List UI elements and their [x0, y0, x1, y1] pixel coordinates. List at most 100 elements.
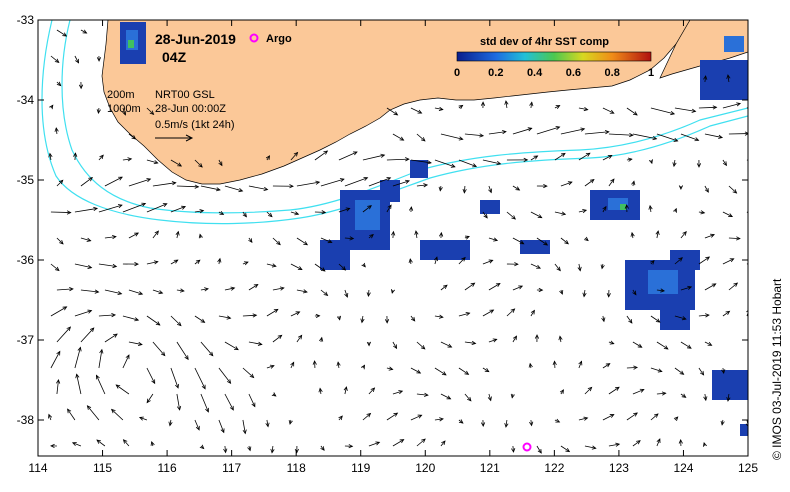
- scale-label: 0.5m/s (1kt 24h): [155, 119, 234, 131]
- current-vector-head: [302, 289, 308, 294]
- current-vector-head: [217, 257, 222, 263]
- current-vector-head: [267, 212, 273, 218]
- current-vector: [338, 208, 350, 213]
- current-vector: [368, 289, 370, 297]
- current-vector-head: [151, 379, 156, 385]
- current-vector: [176, 231, 179, 239]
- current-vector-head: [696, 163, 702, 168]
- current-vector-head: [399, 136, 405, 141]
- colorbar-tick-label: 0.4: [527, 67, 543, 79]
- current-vector: [272, 334, 282, 343]
- current-vector-head: [736, 236, 741, 241]
- current-vector: [512, 285, 523, 291]
- current-vector-head: [627, 157, 633, 162]
- product-label: NRT00 GSL: [155, 89, 215, 101]
- current-vector-head: [577, 266, 582, 272]
- current-vector: [440, 133, 463, 140]
- current-vector-head: [686, 344, 692, 349]
- current-vector-head: [122, 439, 128, 444]
- current-vector-head: [363, 176, 369, 181]
- current-vector-head: [538, 287, 544, 293]
- current-vector-head: [153, 160, 159, 165]
- current-vector: [530, 263, 541, 269]
- current-vector-head: [703, 75, 708, 80]
- current-vector: [56, 379, 59, 395]
- current-vector: [416, 438, 426, 447]
- plot-frame: [37, 19, 749, 457]
- current-vector-head: [160, 351, 166, 357]
- current-vector-head: [138, 416, 144, 421]
- x-tick-label: 118: [287, 461, 306, 475]
- current-vector: [200, 288, 209, 291]
- current-vector-head: [243, 261, 249, 266]
- current-vector: [368, 441, 380, 447]
- current-vector: [650, 413, 659, 421]
- current-vector-head: [115, 384, 121, 389]
- current-vector-head: [71, 442, 77, 446]
- current-vector-head: [510, 308, 516, 313]
- current-vector-head: [199, 209, 205, 214]
- current-vector: [56, 180, 64, 187]
- current-vector-head: [269, 364, 275, 369]
- current-vector-head: [732, 189, 738, 194]
- current-vector: [194, 210, 204, 213]
- current-vector: [578, 417, 588, 421]
- current-vector: [248, 393, 256, 407]
- current-vector-head: [604, 130, 610, 135]
- current-vector: [727, 74, 730, 83]
- current-vector-head: [265, 422, 270, 428]
- current-vector-head: [253, 284, 259, 289]
- current-vector-head: [219, 210, 225, 215]
- current-vector-head: [543, 241, 549, 246]
- current-vector-head: [472, 163, 478, 168]
- current-vector: [602, 155, 612, 161]
- current-vector: [704, 341, 712, 346]
- current-vector-head: [247, 446, 252, 452]
- current-vector: [458, 312, 470, 317]
- current-vector: [122, 107, 126, 116]
- current-vector-head: [555, 418, 561, 423]
- current-vectors: [48, 29, 755, 454]
- current-vector-head: [438, 231, 444, 237]
- current-vector-head: [751, 159, 755, 162]
- current-vector-head: [615, 442, 621, 447]
- current-vector: [80, 29, 87, 34]
- current-vector-head: [602, 205, 607, 211]
- current-vector: [170, 259, 178, 265]
- current-vector: [512, 335, 517, 343]
- current-vector: [111, 409, 124, 421]
- current-vector-head: [393, 412, 399, 417]
- current-vector-head: [446, 395, 452, 400]
- current-vector-head: [62, 32, 68, 37]
- current-vector-head: [711, 283, 717, 288]
- current-vector-head: [744, 131, 748, 136]
- current-vector: [680, 286, 692, 291]
- current-vector-head: [162, 203, 168, 207]
- current-vector-head: [312, 360, 317, 365]
- current-vector: [386, 158, 409, 161]
- current-vector-head: [82, 29, 88, 34]
- current-vector: [194, 159, 203, 168]
- current-vector-head: [733, 282, 739, 287]
- current-vector-head: [146, 178, 152, 183]
- current-vector-head: [360, 318, 365, 324]
- current-vector: [344, 289, 348, 298]
- current-vector-head: [168, 421, 173, 427]
- current-vector: [434, 257, 438, 265]
- current-vector: [488, 338, 497, 343]
- current-vector-head: [600, 264, 605, 270]
- current-vector-head: [523, 157, 529, 162]
- current-vector-head: [488, 188, 493, 194]
- current-vector: [505, 419, 508, 428]
- argo-float-marker[interactable]: [522, 442, 532, 452]
- current-vector: [728, 237, 740, 240]
- x-tick-label: 116: [158, 461, 177, 475]
- current-vector: [194, 419, 200, 431]
- current-vector-head: [726, 74, 731, 79]
- current-vector: [48, 414, 52, 421]
- current-vector-head: [527, 127, 533, 132]
- current-vector-head: [153, 260, 159, 265]
- current-vector: [368, 387, 375, 395]
- current-vector-head: [650, 259, 655, 265]
- current-vector: [224, 185, 243, 192]
